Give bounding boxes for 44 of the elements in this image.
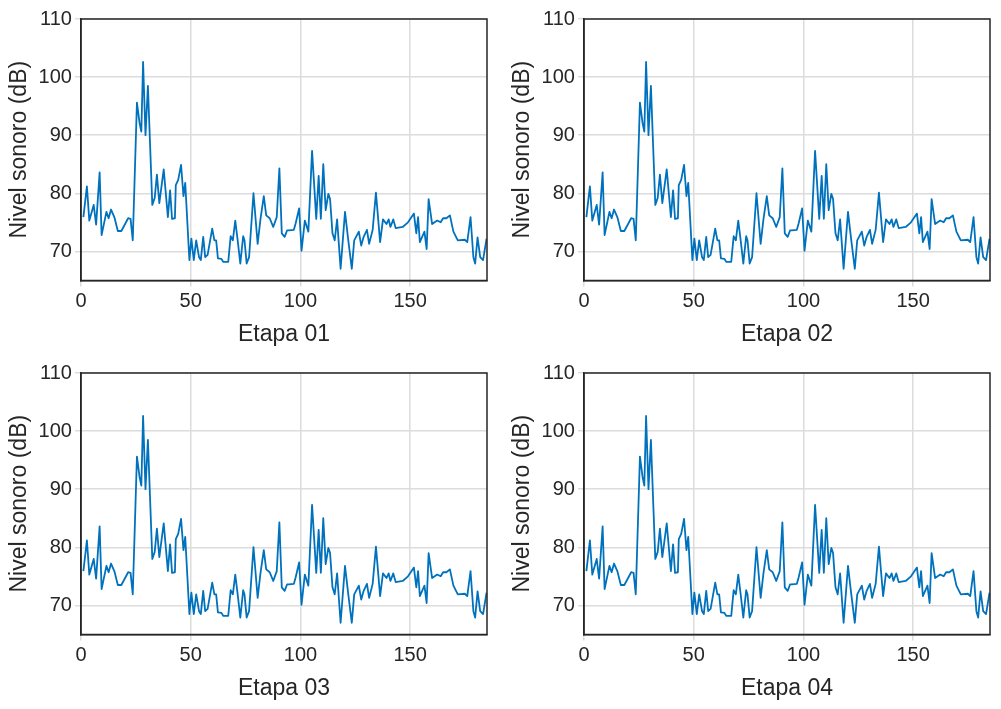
- x-tick-label: 100: [283, 288, 318, 311]
- x-tick-label: 50: [682, 642, 705, 665]
- y-tick-label: 110: [543, 360, 575, 383]
- x-tick-label: 100: [283, 642, 318, 665]
- y-tick-label: 90: [49, 122, 72, 145]
- y-axis-title: Nivel sonoro (dB): [508, 414, 535, 593]
- x-tick-label: 150: [896, 642, 930, 665]
- x-tick-label: 50: [179, 288, 202, 311]
- y-axis-title: Nivel sonoro (dB): [5, 60, 32, 239]
- y-axis-title: Nivel sonoro (dB): [508, 60, 535, 239]
- x-tick-label: 50: [682, 288, 705, 311]
- y-tick-label: 90: [49, 476, 72, 499]
- y-tick-label: 80: [552, 180, 575, 203]
- x-tick-label: 0: [75, 288, 87, 311]
- y-axis-title: Nivel sonoro (dB): [5, 414, 32, 593]
- x-axis-title: Etapa 03: [237, 673, 331, 700]
- y-tick-label: 90: [552, 122, 575, 145]
- x-tick-label: 150: [393, 642, 427, 665]
- y-tick-label: 100: [541, 64, 575, 87]
- y-tick-label: 110: [40, 6, 72, 29]
- y-tick-label: 70: [552, 238, 575, 261]
- y-tick-label: 110: [543, 6, 575, 29]
- y-tick-label: 110: [40, 360, 72, 383]
- x-axis-title: Etapa 04: [740, 673, 834, 700]
- x-tick-label: 0: [75, 642, 87, 665]
- x-tick-label: 100: [786, 288, 821, 311]
- x-tick-label: 0: [578, 642, 590, 665]
- y-tick-label: 70: [49, 592, 72, 615]
- x-tick-label: 0: [578, 288, 590, 311]
- y-tick-label: 70: [552, 592, 575, 615]
- y-tick-label: 80: [552, 534, 575, 557]
- x-axis-title: Etapa 02: [740, 319, 834, 346]
- y-tick-label: 100: [541, 418, 575, 441]
- x-tick-label: 150: [896, 288, 930, 311]
- y-tick-label: 70: [49, 238, 72, 261]
- x-axis-title: Etapa 01: [237, 319, 331, 346]
- x-tick-label: 50: [179, 642, 202, 665]
- y-tick-label: 80: [49, 534, 72, 557]
- y-tick-label: 100: [38, 64, 72, 87]
- y-tick-label: 100: [38, 418, 72, 441]
- y-tick-label: 80: [49, 180, 72, 203]
- y-tick-label: 90: [552, 476, 575, 499]
- x-tick-label: 100: [786, 642, 821, 665]
- x-tick-label: 150: [393, 288, 427, 311]
